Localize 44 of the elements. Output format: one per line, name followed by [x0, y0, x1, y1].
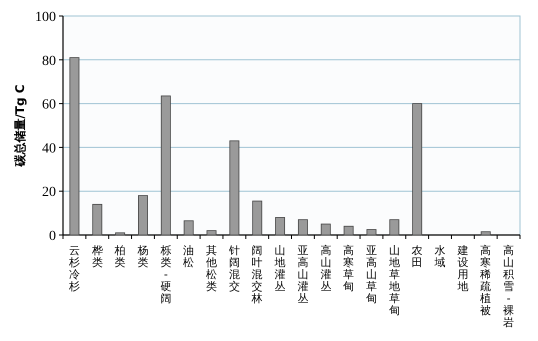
y-tick-label: 60 — [42, 98, 56, 113]
y-tick-label: 100 — [35, 10, 56, 25]
x-tick-label: 农田 — [412, 244, 423, 269]
bar — [92, 204, 102, 236]
x-tick-label: 油松 — [183, 244, 194, 269]
y-tick-label: 80 — [42, 54, 56, 69]
bar — [69, 57, 80, 236]
x-tick-label: 高寒草甸 — [343, 244, 354, 293]
y-tick-label: 20 — [42, 185, 56, 200]
bar — [138, 195, 148, 236]
bar — [115, 232, 126, 236]
x-tick-label: 亚高山草甸 — [366, 244, 377, 305]
x-tick-label: 柏类 — [114, 244, 126, 269]
bar — [344, 226, 354, 236]
x-tick-label: 栎类-硬阔 — [159, 244, 172, 305]
x-tick-label: 阔叶混交林 — [250, 244, 263, 305]
x-tick-label: 桦类 — [90, 244, 103, 269]
bar — [389, 219, 400, 236]
bar — [252, 200, 262, 236]
x-tick-label: 杨类 — [136, 244, 148, 269]
x-tick-label: 高山积雪-裸岩 — [503, 244, 514, 329]
bar — [275, 217, 286, 236]
bar — [320, 224, 331, 236]
y-axis-title: 碳总储量/Tg C — [13, 84, 27, 168]
x-tick-label: 云杉冷杉 — [68, 244, 80, 293]
x-tick-label: 水域 — [434, 244, 446, 269]
x-tick-label: 高山灌丛 — [320, 244, 332, 293]
x-tick-label: 针阔混交 — [228, 244, 240, 293]
bar — [229, 140, 240, 236]
bar — [206, 230, 216, 236]
y-tick-label: 0 — [49, 229, 56, 244]
bar — [160, 96, 171, 236]
y-tick-label: 40 — [42, 141, 56, 156]
bar — [366, 229, 376, 236]
bar — [480, 231, 491, 236]
x-tick-label: 其他松类 — [206, 244, 218, 293]
x-tick-label: 山地草地草甸 — [388, 244, 400, 317]
x-tick-label: 建设用地 — [456, 244, 468, 293]
bar — [298, 219, 308, 236]
bar — [412, 103, 422, 236]
bar — [184, 220, 194, 236]
x-tick-label: 亚高山灌丛 — [297, 244, 308, 305]
x-tick-label: 高寒稀疏植被 — [480, 244, 492, 317]
x-tick-label: 山地灌丛 — [274, 244, 286, 293]
